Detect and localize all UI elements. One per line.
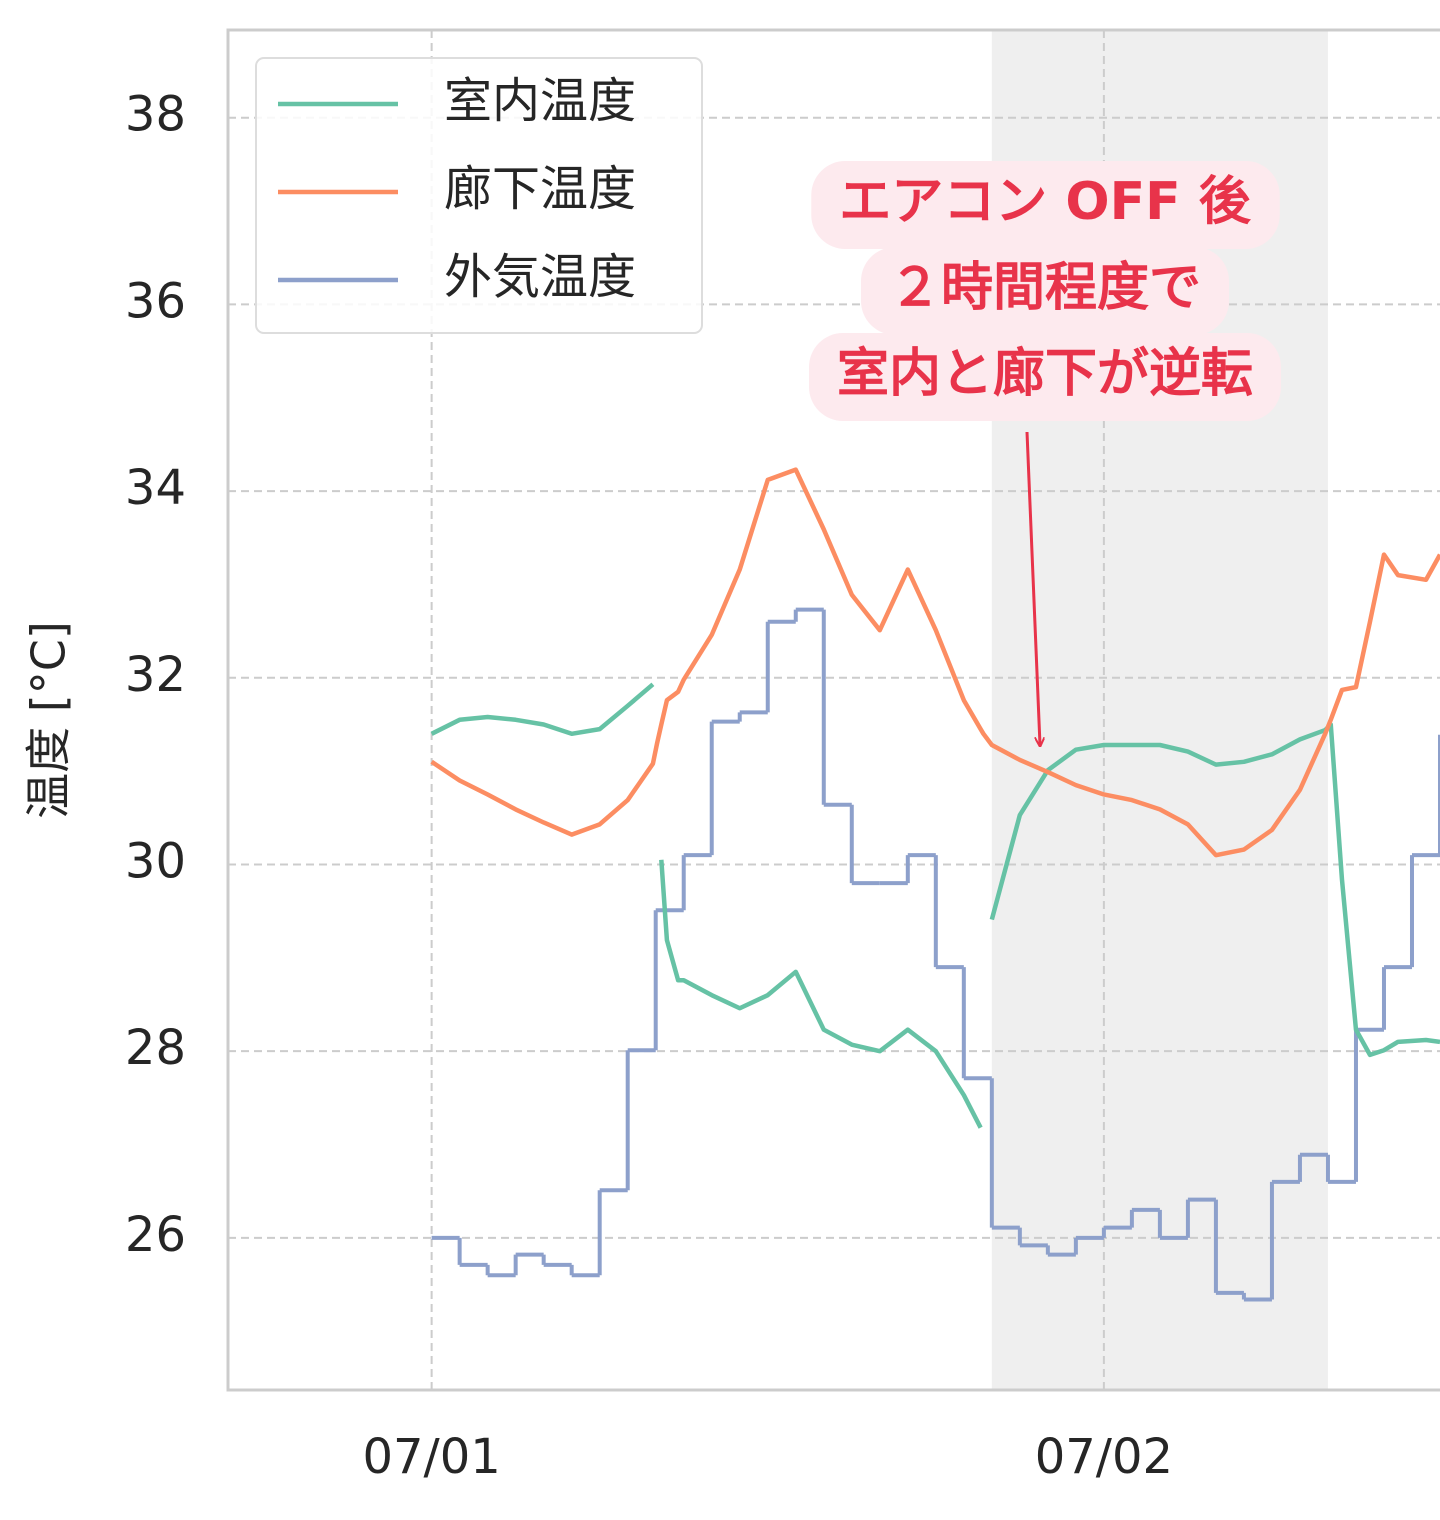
x-tick-label: 07/02 bbox=[1035, 1429, 1173, 1485]
y-tick-label: 26 bbox=[125, 1207, 186, 1263]
annotation-bg bbox=[808, 333, 1282, 421]
y-tick-label: 28 bbox=[125, 1020, 186, 1076]
annotation-text: エアコン OFF 後 bbox=[839, 172, 1251, 232]
y-tick-label: 32 bbox=[125, 647, 186, 703]
y-tick-label: 30 bbox=[125, 833, 186, 889]
annotation-bg bbox=[811, 161, 1280, 249]
y-tick-label: 38 bbox=[125, 87, 186, 143]
legend-label: 廊下温度 bbox=[444, 161, 636, 217]
annotation-arrow bbox=[1025, 431, 1040, 745]
annotation-text: ２時間程度で bbox=[889, 258, 1201, 318]
annotation-bg bbox=[860, 247, 1230, 335]
annotation-text: 室内と廊下が逆転 bbox=[837, 344, 1253, 404]
step-connector bbox=[457, 609, 1440, 1300]
y-tick-label: 36 bbox=[125, 273, 186, 329]
legend-label: 室内温度 bbox=[444, 73, 636, 129]
y-axis-label: 温度 [°C] bbox=[22, 621, 76, 819]
series-line bbox=[430, 682, 1440, 1129]
legend-box bbox=[255, 57, 703, 334]
axes-frame bbox=[226, 28, 1440, 1392]
x-tick-label: 07/01 bbox=[362, 1429, 500, 1485]
legend-label: 外気温度 bbox=[444, 249, 636, 305]
y-tick-label: 34 bbox=[125, 460, 186, 516]
series-line bbox=[430, 467, 1440, 858]
